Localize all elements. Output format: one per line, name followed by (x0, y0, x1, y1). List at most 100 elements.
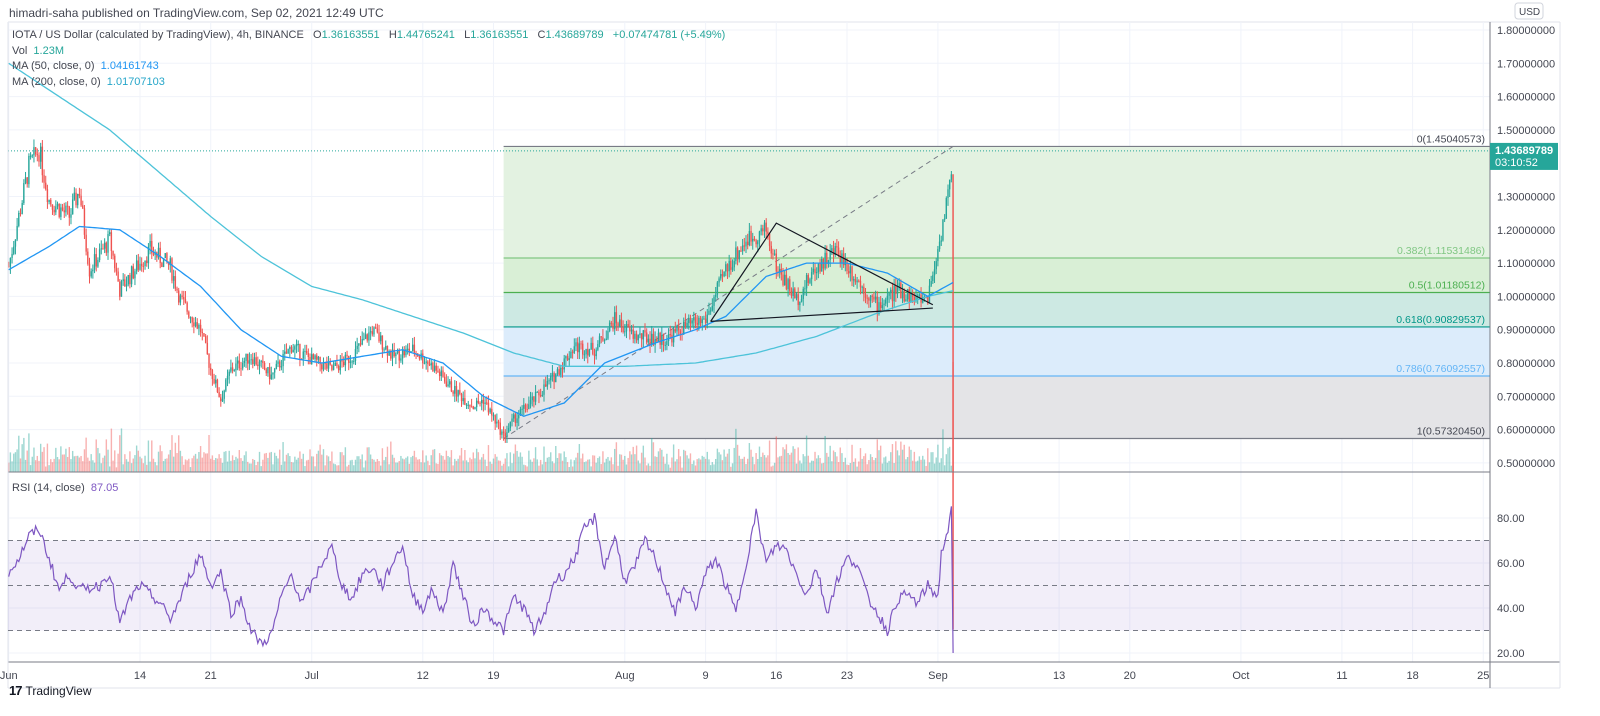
volume-bar (526, 466, 528, 472)
volume-bar (837, 462, 840, 472)
volume-bar (879, 445, 882, 472)
volume-bar (866, 464, 868, 472)
volume-bar (639, 463, 641, 472)
volume-bar (558, 453, 560, 472)
volume-row[interactable]: Vol 1.23M (12, 44, 725, 60)
candle-body (90, 271, 92, 277)
candle-body (65, 205, 67, 213)
candle-body (146, 260, 148, 264)
candle-body (600, 336, 602, 338)
candle-body (290, 346, 293, 353)
candle-body (543, 384, 545, 395)
volume-bar (671, 457, 673, 472)
candle-body (812, 268, 815, 273)
volume-bar (455, 460, 458, 472)
volume-bar (443, 459, 446, 472)
candle-body (427, 361, 429, 364)
ma50-row[interactable]: MA (50, close, 0) 1.04161743 (12, 59, 725, 75)
symbol-title[interactable]: IOTA / US Dollar (calculated by TradingV… (12, 29, 304, 41)
volume-bar (565, 457, 567, 472)
candle-body (531, 396, 533, 401)
volume-bar (523, 464, 525, 472)
volume-bar (221, 462, 224, 472)
volume-bar (632, 446, 634, 472)
candle-body (940, 240, 942, 242)
candle-body (635, 333, 638, 341)
volume-bar (782, 447, 784, 472)
volume-bar (393, 457, 395, 472)
candle-body (191, 317, 193, 323)
volume-bar (344, 447, 347, 472)
volume-bar (713, 464, 715, 472)
candle-body (679, 330, 682, 335)
candle-body (115, 268, 118, 272)
candle-body (406, 348, 409, 350)
volume-bar (651, 438, 653, 472)
candle-body (805, 275, 808, 289)
candle-body (378, 332, 380, 342)
volume-bar (317, 450, 320, 472)
candle-body (166, 253, 168, 262)
candle-body (235, 363, 237, 371)
volume-bar (206, 453, 209, 472)
volume-bar (945, 454, 948, 472)
volume-bar (595, 462, 597, 472)
volume-bar (886, 462, 889, 472)
fib-zone (503, 258, 1491, 293)
candle-body (75, 192, 77, 206)
candle-body (496, 421, 498, 424)
volume-bar (888, 460, 890, 472)
candle-body (302, 351, 304, 359)
volume-bar (309, 449, 311, 472)
volume-bar (693, 460, 695, 472)
volume-bar (179, 450, 182, 472)
volume-bar (911, 460, 914, 472)
volume-bar (255, 465, 257, 472)
volume-bar (240, 458, 242, 472)
volume-bar (248, 463, 251, 472)
candle-body (263, 362, 266, 370)
volume-bar (342, 455, 345, 472)
volume-bar (31, 456, 33, 472)
candle-body (336, 362, 338, 367)
ma200-row[interactable]: MA (200, close, 0) 1.01707103 (12, 75, 725, 91)
volume-bar (672, 444, 675, 472)
candle-body (762, 228, 764, 232)
candle-body (501, 431, 503, 435)
candle-body (514, 414, 517, 423)
candle-body (792, 288, 794, 296)
volume-bar (71, 450, 74, 472)
time-tick-label: 12 (417, 670, 429, 682)
candle-body (289, 346, 291, 350)
volume-bar (597, 457, 599, 472)
candle-body (728, 260, 730, 272)
volume-bar (938, 462, 941, 472)
last-price-tag (1490, 142, 1558, 170)
candle-body (260, 360, 262, 362)
candle-body (911, 293, 914, 297)
candle-body (349, 361, 352, 363)
candle-body (659, 332, 661, 345)
candle-body (873, 296, 875, 300)
candle-body (758, 231, 761, 242)
volume-bar (390, 441, 392, 472)
candle-body (886, 295, 889, 300)
candle-body (270, 374, 272, 380)
volume-bar (305, 460, 308, 472)
volume-bar (326, 455, 328, 472)
rsi-legend[interactable]: RSI (14, close) 87.05 (12, 482, 118, 494)
candle-body (603, 340, 606, 342)
candle-body (511, 418, 513, 422)
tradingview-logo[interactable]: 17 TradingView (9, 683, 92, 698)
rsi-line (8, 506, 954, 654)
volume-bar (413, 450, 416, 472)
candle-body (484, 402, 486, 404)
candle-body (324, 362, 326, 364)
volume-bar (196, 458, 198, 472)
candle-body (521, 408, 523, 410)
volume-bar (226, 461, 229, 472)
candle-body (506, 432, 508, 437)
volume-bar (319, 444, 321, 472)
volume-bar (518, 456, 520, 472)
